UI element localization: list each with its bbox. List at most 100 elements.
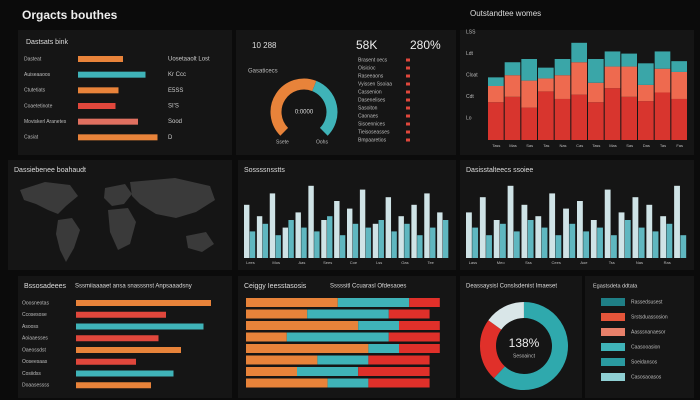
bar bbox=[359, 189, 366, 258]
bar bbox=[507, 185, 514, 258]
x-tick-label: Meo bbox=[497, 260, 506, 265]
x-tick-label: Tss bbox=[609, 260, 615, 265]
stacked-bar bbox=[409, 298, 440, 307]
bar bbox=[78, 87, 119, 94]
stacked-bar bbox=[246, 355, 318, 365]
chart-subtitle: Sssssitl Ccuarasl Ofdesaoes bbox=[330, 284, 406, 290]
stacked-bar bbox=[654, 92, 671, 140]
donut-slice bbox=[493, 302, 568, 390]
row-label: Moviskerl Aranetes bbox=[24, 119, 67, 125]
stacked-bar bbox=[588, 102, 604, 140]
chart-title: Dastsats bink bbox=[26, 39, 69, 46]
stacked-bar bbox=[604, 88, 621, 140]
stacked-bar bbox=[246, 321, 359, 330]
y-tick-label: Ldt bbox=[466, 51, 474, 57]
bar bbox=[76, 347, 181, 353]
bar bbox=[521, 204, 528, 258]
stacked-bar bbox=[388, 332, 440, 342]
item-label: Bmpaaretios bbox=[358, 137, 387, 143]
row-label: Asooss bbox=[22, 324, 39, 330]
bar bbox=[577, 201, 583, 258]
bar bbox=[590, 220, 597, 258]
x-tick-label: Nas bbox=[559, 143, 566, 148]
chart-title: Dassiebenee boahaudt bbox=[14, 167, 86, 174]
row-note: SI'S bbox=[168, 104, 179, 110]
stacked-bar bbox=[604, 66, 621, 89]
stacked-bar bbox=[358, 321, 399, 330]
item-label: Caonaes bbox=[358, 113, 379, 119]
stacked-bar bbox=[638, 101, 654, 140]
chart-title: Ceiggy Ieesstasosis bbox=[244, 283, 307, 290]
continent bbox=[108, 208, 136, 250]
bar bbox=[424, 193, 430, 258]
bar bbox=[78, 118, 138, 125]
row-label: Ccosesose bbox=[22, 312, 47, 318]
y-tick-label: Cloat bbox=[466, 73, 478, 79]
bar bbox=[604, 189, 611, 258]
bar bbox=[352, 223, 359, 258]
row-note: Sood bbox=[168, 119, 182, 125]
legend-swatch bbox=[601, 358, 625, 366]
stacked-bar bbox=[604, 51, 621, 67]
item-marker bbox=[406, 82, 410, 86]
chart-title: Outstandtee womes bbox=[470, 9, 541, 18]
gauge-caption: Gasaticecs bbox=[248, 69, 278, 75]
bar bbox=[78, 134, 158, 141]
bar bbox=[308, 185, 314, 258]
bar bbox=[472, 227, 479, 258]
stacked-bar bbox=[488, 86, 504, 103]
item-label: Vyissen Ssoiaa bbox=[358, 81, 392, 87]
bar bbox=[486, 235, 492, 258]
x-tick-label: Sas bbox=[526, 143, 533, 148]
stacked-bar bbox=[571, 62, 587, 95]
bar bbox=[404, 223, 410, 258]
row-label: Ooosneotas bbox=[22, 300, 49, 306]
bar bbox=[666, 223, 673, 258]
stacked-bar bbox=[504, 62, 521, 76]
x-tick-label: Coe bbox=[350, 260, 358, 265]
item-marker bbox=[406, 58, 410, 62]
bar bbox=[624, 220, 631, 258]
bar bbox=[365, 227, 372, 258]
chart-title: Sossssnsstts bbox=[244, 167, 285, 174]
item-marker bbox=[406, 66, 410, 70]
x-tick-label: Tas bbox=[660, 143, 666, 148]
y-tick-label: LSS bbox=[466, 29, 476, 35]
bar bbox=[660, 216, 667, 258]
stacked-bar bbox=[571, 94, 587, 140]
x-tick-label: Sss bbox=[525, 260, 532, 265]
bar bbox=[535, 216, 542, 258]
row-label: Doaasessss bbox=[22, 383, 50, 389]
bar bbox=[493, 220, 500, 258]
stacked-bar bbox=[368, 378, 430, 388]
chart-title: Deassaysisl Conslsdenist Imaeset bbox=[466, 284, 557, 290]
bar bbox=[680, 235, 687, 258]
item-label: Oisicioc bbox=[358, 65, 376, 71]
bar bbox=[76, 382, 151, 389]
stacked-bar bbox=[488, 77, 504, 86]
row-note: Kr Ccc bbox=[168, 72, 186, 78]
item-marker bbox=[406, 98, 410, 102]
bar bbox=[288, 220, 294, 258]
item-label: Tieisoseasses bbox=[358, 129, 390, 135]
stacked-bar bbox=[671, 61, 687, 72]
bar bbox=[411, 204, 417, 258]
world-map bbox=[20, 178, 215, 262]
chart-subtitle: Sssmiiaaaaet ansa snasssnst Anpsaaadsny bbox=[75, 284, 192, 290]
gauge-arc bbox=[270, 78, 317, 136]
legend-label: Casosaoasos bbox=[631, 374, 662, 380]
stacked-bar bbox=[621, 96, 637, 140]
bar bbox=[646, 204, 653, 258]
item-marker bbox=[406, 114, 410, 118]
chart-title: Bssosadeees bbox=[24, 283, 67, 290]
bar bbox=[430, 227, 436, 258]
bar bbox=[372, 223, 379, 258]
panel bbox=[236, 30, 456, 155]
x-tick-label: Tas bbox=[543, 143, 549, 148]
stacked-bar bbox=[317, 355, 369, 365]
bar bbox=[391, 231, 397, 258]
stacked-bar bbox=[538, 91, 554, 140]
x-tick-label: Mas bbox=[609, 143, 617, 148]
item-label: Dasenelises bbox=[358, 97, 386, 103]
stacked-bar bbox=[621, 66, 637, 97]
